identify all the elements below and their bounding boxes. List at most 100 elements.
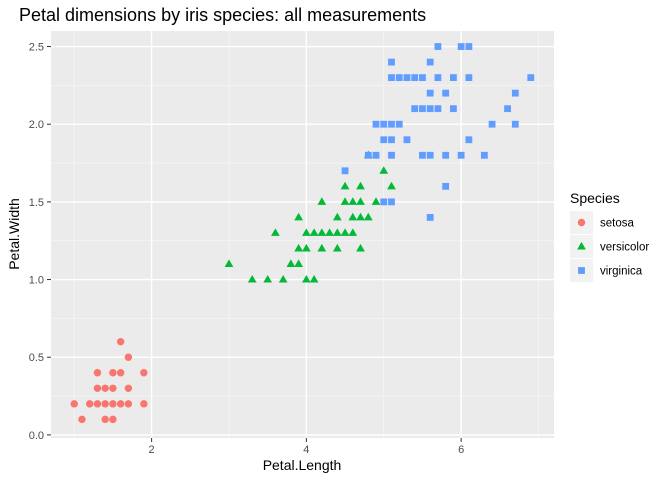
- virginica-point: [442, 151, 450, 159]
- virginica-point: [388, 151, 395, 159]
- versicolor-point: [309, 228, 319, 236]
- setosa-point: [124, 400, 133, 408]
- virginica-point: [465, 136, 473, 144]
- setosa-point: [70, 400, 78, 408]
- y-tick-label: 1.0: [29, 275, 44, 287]
- virginica-point: [419, 105, 426, 113]
- data-points: [70, 43, 535, 424]
- virginica-point: [388, 74, 395, 82]
- virginica-point: [364, 151, 372, 159]
- virginica-point: [457, 151, 465, 159]
- x-axis-title: Petal.Length: [263, 457, 342, 473]
- x-tick-label: 2: [149, 444, 155, 456]
- x-tick-label: 4: [303, 444, 309, 456]
- virginica-point: [434, 74, 442, 82]
- versicolor-point: [348, 197, 358, 205]
- setosa-point: [140, 369, 148, 377]
- setosa-point: [101, 400, 109, 408]
- setosa-point: [78, 415, 86, 424]
- virginica-point: [403, 136, 411, 144]
- versicolor-point: [332, 243, 342, 252]
- y-tick-label: 0.5: [29, 352, 44, 364]
- virginica-point: [372, 151, 380, 159]
- setosa-point: [109, 415, 117, 424]
- setosa-point: [124, 384, 133, 392]
- virginica-point: [426, 58, 434, 66]
- versicolor-point: [294, 259, 304, 268]
- versicolor-point: [379, 166, 389, 174]
- virginica-point: [419, 151, 426, 159]
- plot-panel: [51, 31, 554, 438]
- versicolor-point: [340, 181, 350, 190]
- virginica-point: [395, 74, 403, 82]
- legend-marker-setosa: [577, 218, 586, 227]
- y-axis-ticks: 0.0 0.5 1.0 1.5 2.0 2.5: [29, 42, 51, 442]
- virginica-point: [426, 105, 434, 113]
- versicolor-point: [356, 181, 365, 190]
- legend-title: Species: [570, 190, 620, 206]
- virginica-point: [434, 43, 442, 50]
- legend-label-versicolor: versicolor: [600, 242, 649, 254]
- virginica-point: [434, 105, 442, 113]
- minor-grid: [51, 31, 554, 438]
- versicolor-point: [301, 274, 311, 283]
- versicolor-point: [371, 197, 381, 205]
- setosa-point: [116, 337, 125, 346]
- virginica-point: [488, 120, 496, 128]
- versicolor-point: [387, 181, 396, 190]
- virginica-point: [380, 120, 388, 128]
- y-tick-label: 2.5: [29, 42, 44, 54]
- virginica-point: [465, 43, 473, 50]
- versicolor-point: [340, 228, 350, 236]
- versicolor-point: [301, 228, 311, 236]
- y-tick-label: 1.5: [29, 197, 44, 209]
- virginica-point: [341, 167, 349, 175]
- y-tick-label: 2.0: [29, 119, 44, 131]
- versicolor-point: [309, 274, 319, 283]
- virginica-point: [419, 74, 426, 82]
- versicolor-point: [332, 228, 342, 236]
- setosa-point: [109, 369, 117, 377]
- setosa-point: [116, 400, 125, 408]
- virginica-point: [426, 89, 434, 97]
- setosa-point: [109, 384, 117, 392]
- versicolor-point: [301, 243, 311, 252]
- virginica-point: [380, 198, 388, 206]
- x-tick-label: 6: [458, 444, 464, 456]
- versicolor-point: [348, 228, 358, 236]
- versicolor-point: [317, 228, 327, 236]
- versicolor-point: [263, 274, 273, 283]
- versicolor-point: [271, 228, 280, 236]
- versicolor-point: [356, 212, 365, 221]
- y-tick-label: 0.0: [29, 430, 44, 442]
- virginica-point: [372, 120, 380, 128]
- virginica-point: [450, 105, 457, 113]
- virginica-point: [511, 120, 519, 128]
- setosa-point: [93, 400, 102, 408]
- setosa-point: [140, 400, 148, 408]
- versicolor-point: [278, 274, 288, 283]
- virginica-point: [465, 74, 473, 82]
- versicolor-point: [363, 212, 373, 221]
- virginica-point: [395, 120, 403, 128]
- versicolor-point: [286, 259, 296, 268]
- virginica-point: [442, 89, 450, 97]
- setosa-point: [109, 400, 117, 408]
- legend-marker-virginica: [578, 267, 585, 274]
- virginica-point: [426, 151, 434, 159]
- setosa-point: [116, 369, 125, 377]
- setosa-point: [93, 369, 102, 377]
- virginica-point: [388, 120, 395, 128]
- setosa-point: [93, 384, 102, 392]
- virginica-point: [403, 74, 411, 82]
- virginica-point: [388, 198, 395, 206]
- virginica-point: [457, 43, 465, 50]
- setosa-point: [101, 415, 109, 424]
- versicolor-point: [294, 243, 304, 252]
- y-axis-title: Petal.Width: [6, 198, 22, 270]
- virginica-point: [442, 182, 450, 190]
- versicolor-point: [340, 197, 350, 205]
- virginica-point: [511, 89, 519, 97]
- virginica-point: [388, 58, 395, 66]
